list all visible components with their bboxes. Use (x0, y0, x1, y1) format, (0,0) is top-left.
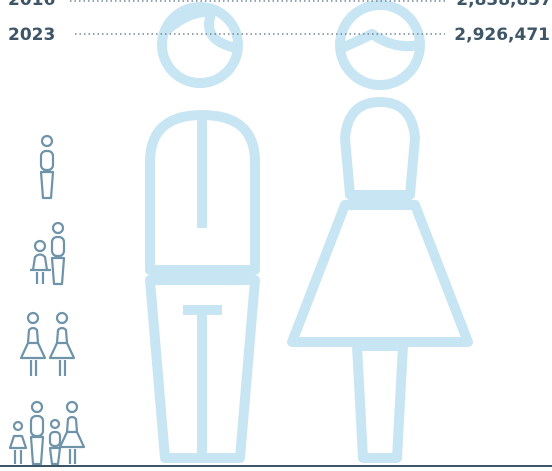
icon-family (8, 400, 86, 466)
year: 2016 (8, 0, 55, 10)
year: 2023 (8, 25, 55, 45)
icon-couple (30, 221, 66, 286)
value: 2,838,837 (456, 0, 552, 10)
row-2023: 2023 2,926,471 (8, 25, 550, 45)
icon-single (39, 134, 55, 200)
value: 2,926,471 (454, 25, 550, 45)
row-2016: 2016 2,838,837 (8, 0, 552, 10)
woman-figure (287, 0, 473, 463)
man-figure (145, 2, 260, 463)
icon-two-women (19, 311, 76, 376)
